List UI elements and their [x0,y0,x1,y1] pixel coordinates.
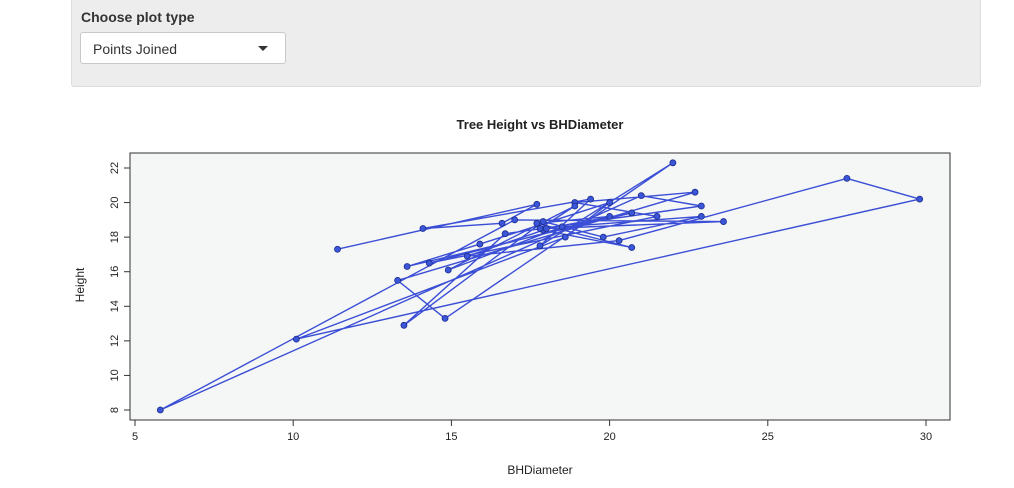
x-tick-label: 25 [762,431,774,443]
data-point [441,314,449,322]
y-tick-label: 8 [109,407,121,413]
data-point [558,223,566,231]
data-point [403,263,411,270]
data-point [394,276,402,284]
plot-type-select[interactable]: Points Joined [80,32,286,64]
data-point [536,225,544,232]
data-point [599,233,607,241]
data-point [628,209,636,217]
y-axis-label: Height [73,267,87,302]
data-point [697,202,705,210]
data-point [334,245,341,253]
y-tick-label: 18 [109,231,121,243]
data-point [400,321,408,329]
y-tick-label: 20 [109,196,121,208]
y-tick-label: 12 [109,335,121,347]
data-point [916,195,924,203]
data-point [606,199,613,206]
data-point [843,174,851,182]
data-point [533,219,541,227]
data-point [539,218,547,225]
data-point [425,259,433,267]
x-tick-label: 20 [603,431,615,443]
plot: 5 10 15 20 25 30 8 10 12 14 16 18 20 22 Tree Height v… [73,117,951,477]
plot-area [129,152,951,421]
caret-down-icon [258,46,268,51]
data-point [419,225,427,232]
data-point [615,237,623,245]
data-point [669,159,677,167]
chart-title: Tree Height vs BHDiameter [457,117,624,132]
y-tick-label: 14 [109,300,121,312]
data-point [697,213,705,220]
y-tick-label: 22 [109,162,121,174]
x-tick-label: 30 [920,431,932,443]
series-line [159,162,921,411]
axes: 5 10 15 20 25 30 8 10 12 14 16 18 20 22 [109,162,932,443]
data-point [533,200,541,208]
data-point [720,218,727,225]
x-tick-label: 15 [445,431,457,443]
x-tick-label: 10 [287,431,299,443]
series-points-group [156,159,924,414]
data-point [156,406,164,414]
x-tick-label: 5 [132,431,138,443]
data-point [476,240,484,248]
plot-type-label: Choose plot type [81,9,195,25]
series-line-group [159,162,921,411]
plot-type-selected-value: Points Joined [93,41,178,57]
y-tick-label: 16 [109,266,121,278]
data-point [587,195,595,203]
data-point [463,252,471,260]
data-point [653,213,661,220]
data-point [498,219,506,227]
data-point [542,225,550,232]
data-point [292,335,300,343]
data-point [561,233,569,241]
x-axis-label: BHDiameter [507,463,572,477]
data-point [511,216,519,224]
data-point [637,192,645,200]
data-point [606,213,613,220]
data-point [691,188,699,196]
data-point [571,202,579,210]
data-point [501,230,509,238]
data-point [444,266,452,274]
data-point [536,242,544,250]
control-panel: Choose plot type Points Joined [71,0,981,87]
y-tick-label: 10 [109,369,121,381]
data-point [628,244,636,251]
